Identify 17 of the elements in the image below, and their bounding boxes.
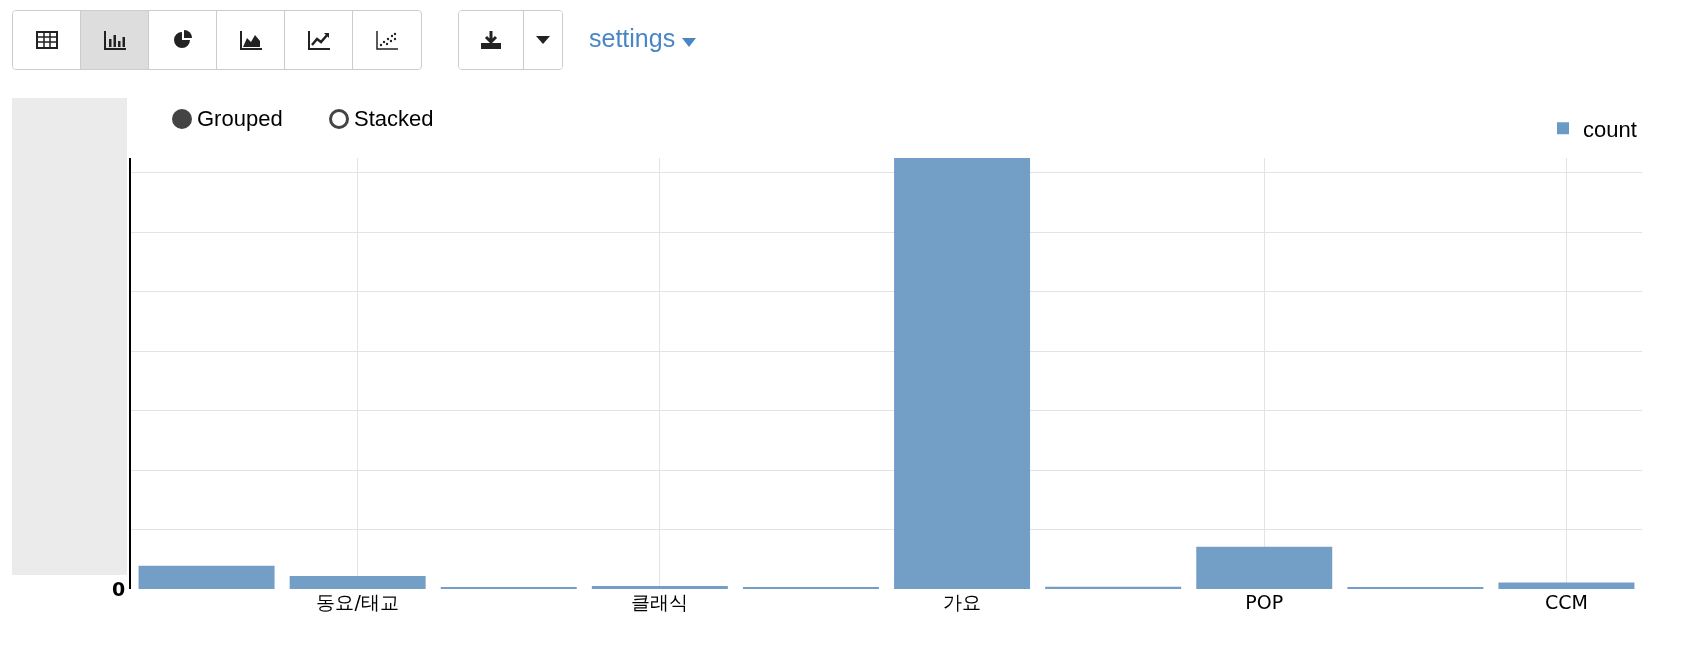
text: settings bbox=[589, 24, 677, 53]
bar bbox=[894, 158, 1031, 589]
text: 0 bbox=[112, 578, 126, 600]
x-tick-label: 가요 bbox=[943, 591, 982, 613]
bar bbox=[1196, 546, 1333, 589]
x-tick-label: POP bbox=[1245, 591, 1284, 613]
text: Stacked bbox=[354, 106, 434, 132]
bar bbox=[591, 585, 728, 589]
bar bbox=[1045, 586, 1182, 589]
text: Grouped bbox=[197, 106, 283, 132]
x-tick-label: 동요/태교 bbox=[316, 591, 399, 613]
bar bbox=[138, 565, 275, 589]
bar bbox=[1498, 582, 1635, 589]
legend-label: count bbox=[1583, 116, 1637, 142]
x-tick-label: CCM bbox=[1544, 591, 1588, 613]
bar bbox=[289, 576, 426, 589]
x-tick-label: 클래식 bbox=[631, 591, 689, 613]
